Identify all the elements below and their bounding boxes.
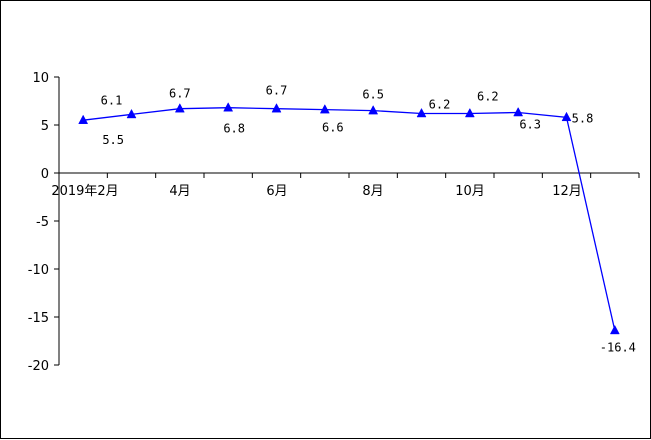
- data-point-marker: [513, 106, 524, 117]
- data-point-marker: [464, 107, 475, 118]
- y-tick-label: -15: [28, 311, 49, 326]
- data-label: 6.3: [519, 118, 541, 132]
- data-point-marker: [174, 103, 185, 113]
- data-label: 6.2: [429, 97, 451, 111]
- series-line: [83, 107, 616, 331]
- y-tick-label: 10: [32, 71, 49, 86]
- data-label: -16.4: [600, 340, 636, 354]
- data-point-marker: [609, 324, 620, 335]
- y-tick-label: 5: [41, 119, 49, 134]
- data-point-marker: [223, 102, 234, 112]
- data-label: 6.7: [266, 84, 288, 98]
- data-point-marker: [126, 108, 137, 119]
- data-point-marker: [78, 114, 89, 124]
- data-label: 5.8: [572, 111, 594, 125]
- data-point-marker: [368, 105, 379, 115]
- y-tick-label: -5: [36, 215, 49, 230]
- y-tick-label: -20: [28, 359, 49, 374]
- data-label: 6.2: [477, 89, 499, 103]
- x-tick-label: 2019年2月: [51, 184, 118, 199]
- data-point-marker: [319, 104, 330, 114]
- data-label: 6.7: [169, 87, 191, 101]
- x-tick-label: 10月: [455, 184, 485, 199]
- data-label: 6.1: [101, 93, 123, 107]
- data-point-marker: [561, 111, 572, 122]
- data-label: 5.5: [102, 133, 124, 147]
- x-tick-label: 4月: [169, 184, 190, 199]
- x-tick-label: 6月: [266, 184, 287, 199]
- x-tick-label: 12月: [552, 184, 582, 199]
- data-label: 6.5: [362, 88, 384, 102]
- data-point-marker: [271, 103, 282, 113]
- x-tick-label: 8月: [362, 184, 383, 199]
- y-tick-label: -10: [28, 263, 49, 278]
- data-label: 6.8: [223, 122, 245, 136]
- data-point-marker: [416, 107, 427, 118]
- data-label: 6.6: [322, 121, 344, 135]
- y-tick-label: 0: [41, 167, 49, 182]
